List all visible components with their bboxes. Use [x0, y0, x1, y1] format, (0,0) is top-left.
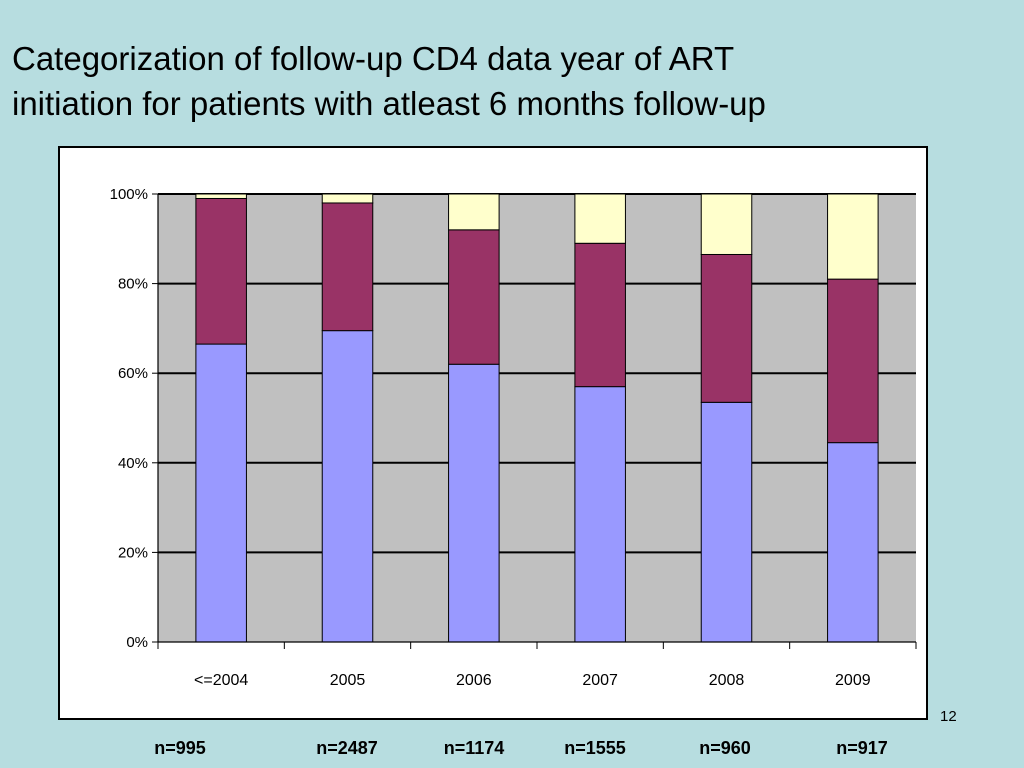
n-label-2005: n=2487 — [316, 738, 378, 758]
slide-number: 12 — [940, 708, 957, 725]
bar-segment — [321, 193, 374, 204]
bar-segment — [700, 253, 753, 403]
x-tick-label: 2007 — [582, 672, 618, 689]
n-label-2008: n=960 — [699, 738, 751, 758]
bar-segment — [827, 442, 879, 643]
bar-segment — [700, 401, 753, 643]
bar-segment — [700, 193, 753, 255]
x-tick-label: 2009 — [835, 672, 871, 689]
bar-segment — [195, 193, 247, 199]
y-tick-label: 40% — [118, 455, 148, 472]
stacked-bar-chart: 0% 20% 40% 60% 80% 100% <=2004 2005 2006 2007 2008… — [110, 186, 917, 689]
x-tick-label: 2005 — [330, 672, 366, 689]
bar-segment — [195, 343, 247, 643]
bar-segment — [321, 202, 374, 332]
n-label-2006: n=1174 — [443, 738, 505, 758]
x-tick-label: 2008 — [709, 672, 745, 689]
bar-segment — [827, 193, 879, 280]
bar-segment — [321, 330, 374, 643]
bar-segment — [448, 363, 500, 643]
n-label-2007: n=1555 — [564, 738, 626, 758]
y-tick-label: 60% — [118, 365, 148, 382]
slide-title-line-1: Categorization of follow-up CD4 data yea… — [12, 40, 735, 77]
n-label-2004: n=995 — [154, 738, 206, 758]
y-tick-label: 80% — [118, 276, 148, 293]
bar-segment — [574, 386, 626, 643]
chart-frame: 0% 20% 40% 60% 80% 100% <=2004 2005 2006 2007 2008… — [58, 146, 928, 720]
bar-segment — [448, 193, 500, 231]
y-tick-label: 20% — [118, 544, 148, 561]
x-tick-label: 2006 — [456, 672, 492, 689]
bar-segment — [195, 197, 247, 345]
x-tick-label: <=2004 — [194, 672, 248, 689]
bar-segment — [448, 229, 500, 365]
plot-area — [158, 194, 916, 642]
slide-title: Categorization of follow-up CD4 data yea… — [12, 36, 1002, 126]
n-label-2009: n=917 — [836, 738, 888, 758]
y-tick-label: 0% — [126, 634, 148, 651]
bar-segment — [827, 278, 879, 444]
slide-title-line-2: initiation for patients with atleast 6 m… — [12, 85, 766, 122]
bar-segment — [574, 193, 626, 244]
bar-segment — [574, 242, 626, 388]
y-tick-label: 100% — [110, 186, 148, 203]
